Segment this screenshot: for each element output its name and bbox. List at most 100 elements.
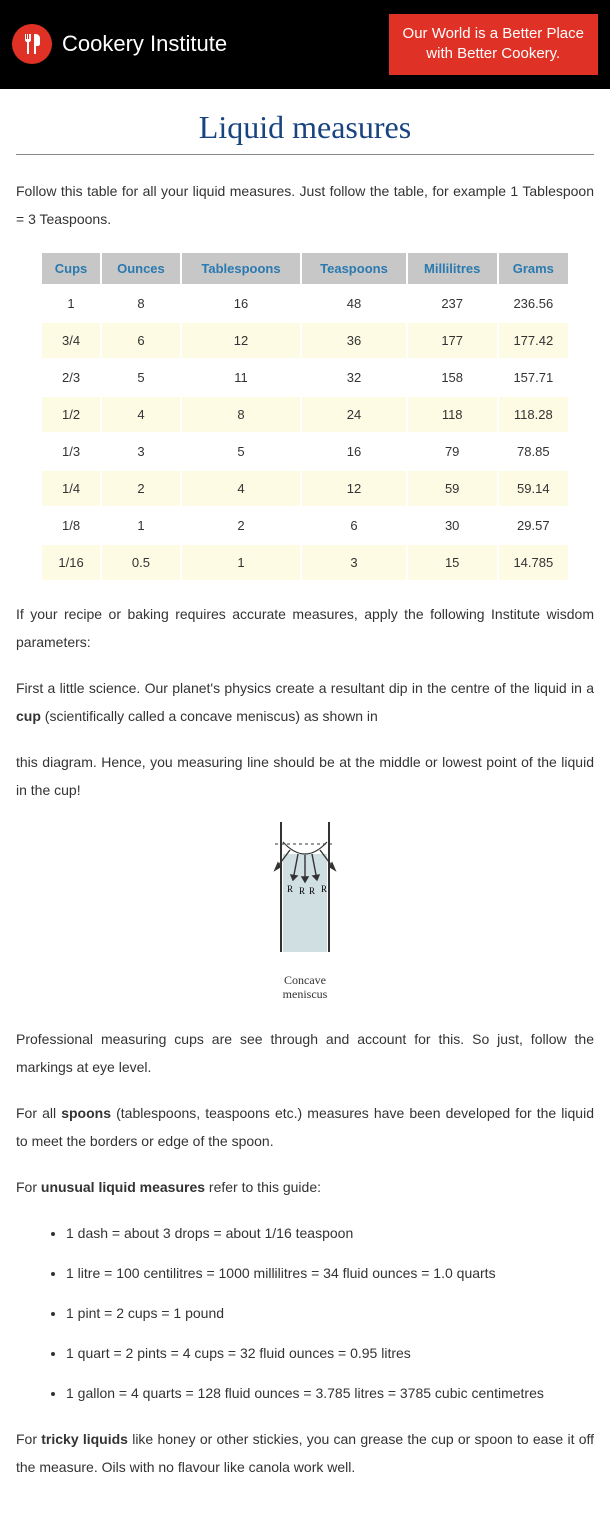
table-cell: 236.56 (498, 285, 569, 322)
table-cell: 4 (101, 396, 181, 433)
table-body: 181648237236.563/461236177177.422/351132… (41, 285, 569, 581)
table-cell: 14.785 (498, 544, 569, 581)
logo-icon (12, 24, 52, 64)
list-item: 1 gallon = 4 quarts = 128 fluid ounces =… (66, 1379, 594, 1407)
brand-name: Cookery Institute (62, 31, 227, 57)
paragraph-wisdom: If your recipe or baking requires accura… (16, 600, 594, 656)
intro-paragraph: Follow this table for all your liquid me… (16, 177, 594, 233)
table-cell: 5 (101, 359, 181, 396)
table-row: 1/24824118118.28 (41, 396, 569, 433)
table-cell: 3 (301, 544, 407, 581)
bold-tricky: tricky liquids (41, 1431, 128, 1447)
header-banner: Cookery Institute Our World is a Better … (0, 0, 610, 89)
table-row: 2/351132158157.71 (41, 359, 569, 396)
bold-unusual: unusual liquid measures (41, 1179, 205, 1195)
tagline-box: Our World is a Better Place with Better … (389, 14, 598, 75)
tagline-line-2: with Better Cookery. (403, 44, 584, 64)
table-header-row: CupsOuncesTablespoonsTeaspoonsMillilitre… (41, 252, 569, 285)
table-cell: 11 (181, 359, 301, 396)
table-cell: 158 (407, 359, 498, 396)
table-cell: 78.85 (498, 433, 569, 470)
text: refer to this guide: (205, 1179, 321, 1195)
fork-knife-icon (20, 32, 44, 56)
table-cell: 8 (181, 396, 301, 433)
table-cell: 16 (301, 433, 407, 470)
table-cell: 3 (101, 433, 181, 470)
table-header-cell: Cups (41, 252, 101, 285)
table-row: 3/461236177177.42 (41, 322, 569, 359)
bold-spoons: spoons (61, 1105, 111, 1121)
table-cell: 24 (301, 396, 407, 433)
table-row: 1/424125959.14 (41, 470, 569, 507)
table-cell: 1/16 (41, 544, 101, 581)
table-cell: 1/4 (41, 470, 101, 507)
table-cell: 1 (101, 507, 181, 544)
label-R: R (299, 886, 305, 896)
table-header-cell: Teaspoons (301, 252, 407, 285)
label-R: R (321, 884, 327, 894)
paragraph-pro-cups: Professional measuring cups are see thro… (16, 1025, 594, 1081)
table-cell: 118 (407, 396, 498, 433)
table-cell: 1 (41, 285, 101, 322)
text: For (16, 1431, 41, 1447)
caption-line-2: meniscus (16, 987, 594, 1001)
table-cell: 5 (181, 433, 301, 470)
table-cell: 1 (181, 544, 301, 581)
table-cell: 1/2 (41, 396, 101, 433)
label-R: R (309, 886, 315, 896)
paragraph-science-1: First a little science. Our planet's phy… (16, 674, 594, 730)
text: First a little science. Our planet's phy… (16, 680, 594, 696)
table-cell: 237 (407, 285, 498, 322)
text: For (16, 1179, 41, 1195)
table-cell: 79 (407, 433, 498, 470)
table-cell: 0.5 (101, 544, 181, 581)
table-cell: 36 (301, 322, 407, 359)
caption-line-1: Concave (16, 973, 594, 987)
table-cell: 2/3 (41, 359, 101, 396)
list-item: 1 quart = 2 pints = 4 cups = 32 fluid ou… (66, 1339, 594, 1367)
table-cell: 177.42 (498, 322, 569, 359)
bold-cup: cup (16, 708, 41, 724)
table-cell: 15 (407, 544, 498, 581)
table-cell: 48 (301, 285, 407, 322)
meniscus-svg: R R R R (245, 822, 365, 962)
table-cell: 6 (301, 507, 407, 544)
list-item: 1 pint = 2 cups = 1 pound (66, 1299, 594, 1327)
table-row: 1/81263029.57 (41, 507, 569, 544)
paragraph-unusual: For unusual liquid measures refer to thi… (16, 1173, 594, 1201)
table-cell: 4 (181, 470, 301, 507)
table-row: 181648237236.56 (41, 285, 569, 322)
unusual-measures-list: 1 dash = about 3 drops = about 1/16 teas… (16, 1219, 594, 1407)
table-cell: 30 (407, 507, 498, 544)
page-title: Liquid measures (16, 109, 594, 155)
table-cell: 59.14 (498, 470, 569, 507)
table-cell: 59 (407, 470, 498, 507)
meniscus-diagram: R R R R Concave meniscus (16, 822, 594, 1002)
table-cell: 32 (301, 359, 407, 396)
table-cell: 157.71 (498, 359, 569, 396)
table-cell: 1/3 (41, 433, 101, 470)
table-cell: 2 (101, 470, 181, 507)
table-cell: 12 (181, 322, 301, 359)
label-R: R (287, 884, 293, 894)
table-cell: 16 (181, 285, 301, 322)
table-cell: 3/4 (41, 322, 101, 359)
table-cell: 1/8 (41, 507, 101, 544)
table-header-cell: Ounces (101, 252, 181, 285)
list-item: 1 dash = about 3 drops = about 1/16 teas… (66, 1219, 594, 1247)
measures-table: CupsOuncesTablespoonsTeaspoonsMillilitre… (40, 251, 570, 582)
table-header-cell: Grams (498, 252, 569, 285)
measures-table-wrap: CupsOuncesTablespoonsTeaspoonsMillilitre… (16, 251, 594, 600)
table-cell: 2 (181, 507, 301, 544)
page-content: Liquid measures Follow this table for al… (0, 89, 610, 1529)
table-header-cell: Millilitres (407, 252, 498, 285)
table-header-cell: Tablespoons (181, 252, 301, 285)
tagline-line-1: Our World is a Better Place (403, 24, 584, 44)
paragraph-tricky: For tricky liquids like honey or other s… (16, 1425, 594, 1481)
diagram-caption: Concave meniscus (16, 973, 594, 1002)
list-item: 1 litre = 100 centilitres = 1000 millili… (66, 1259, 594, 1287)
table-row: 1/335167978.85 (41, 433, 569, 470)
table-cell: 6 (101, 322, 181, 359)
table-row: 1/160.5131514.785 (41, 544, 569, 581)
table-cell: 177 (407, 322, 498, 359)
